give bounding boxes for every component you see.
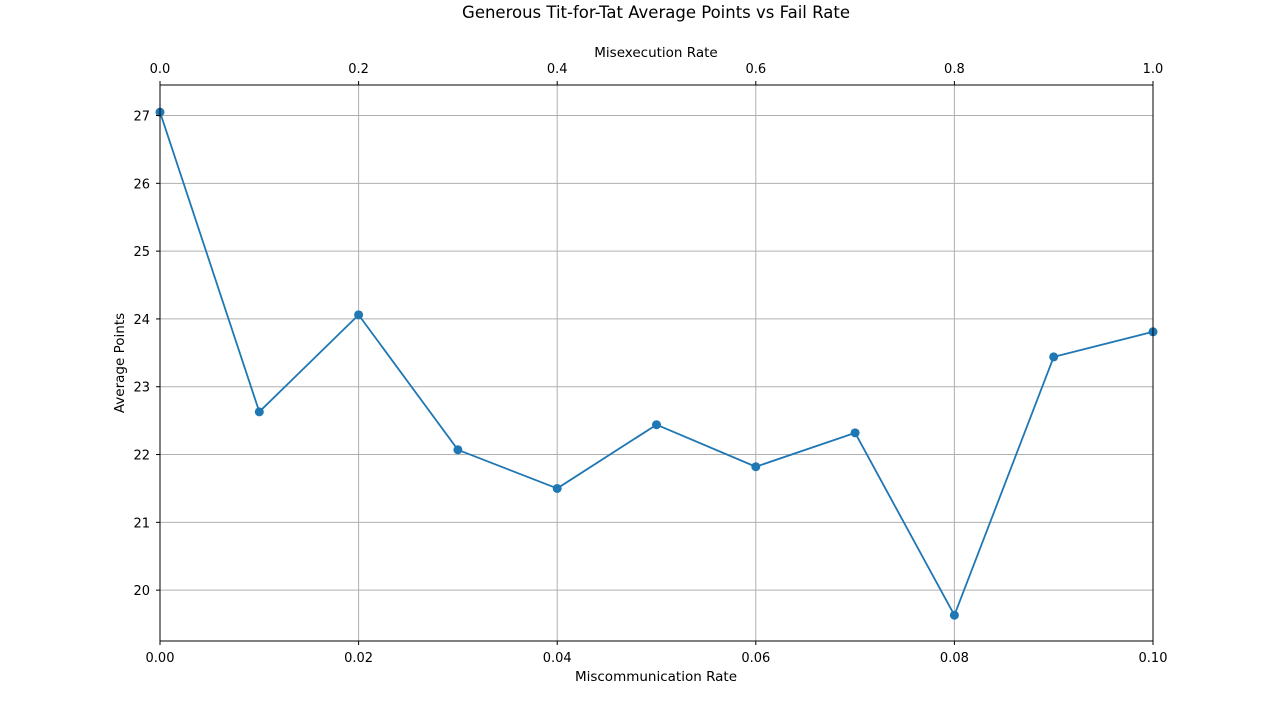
x-tick-label: 0.00	[146, 651, 175, 666]
y-tick-label: 22	[133, 449, 150, 464]
data-point	[949, 610, 959, 620]
x-tick-label: 0.04	[543, 651, 572, 666]
chart-title: Generous Tit-for-Tat Average Points vs F…	[462, 3, 850, 22]
data-point	[552, 483, 562, 493]
data-series	[155, 107, 1158, 620]
data-point	[354, 310, 364, 320]
y-tick-label: 21	[133, 516, 150, 531]
x-tick-label: 0.02	[344, 651, 373, 666]
y-tick-label: 27	[133, 110, 150, 125]
top-x-axis-title: Misexecution Rate	[594, 45, 717, 61]
y-tick-label: 24	[133, 313, 150, 328]
top-x-tick-label: 0.0	[150, 62, 171, 77]
plot-frame	[159, 84, 1154, 642]
top-x-tick-label: 0.8	[944, 62, 965, 77]
data-point	[453, 445, 463, 455]
y-tick-label: 20	[133, 584, 150, 599]
y-axis-title: Average Points	[112, 313, 128, 413]
x-tick-label: 0.08	[940, 651, 969, 666]
data-point	[652, 420, 661, 430]
top-x-tick-label: 0.2	[348, 62, 369, 77]
y-tick-label: 26	[133, 177, 150, 192]
data-point	[850, 428, 860, 438]
data-point	[1049, 352, 1059, 362]
x-tick-label: 0.06	[741, 651, 770, 666]
top-x-tick-label: 0.6	[745, 62, 766, 77]
data-point	[254, 407, 264, 417]
y-tick-label: 23	[133, 381, 150, 396]
x-axis-title: Miscommunication Rate	[575, 669, 737, 685]
y-tick-label: 25	[133, 245, 150, 260]
top-x-tick-label: 0.4	[547, 62, 568, 77]
data-point	[751, 462, 761, 472]
x-tick-label: 0.10	[1139, 651, 1168, 666]
axis-ticks: 0.00 0.02 0.04 0.06 0.08 0.10 0.0 0.2 0.4 0.6 0.8 1…	[133, 62, 1167, 666]
top-x-tick-label: 1.0	[1143, 62, 1164, 77]
series-line	[159, 111, 1154, 617]
